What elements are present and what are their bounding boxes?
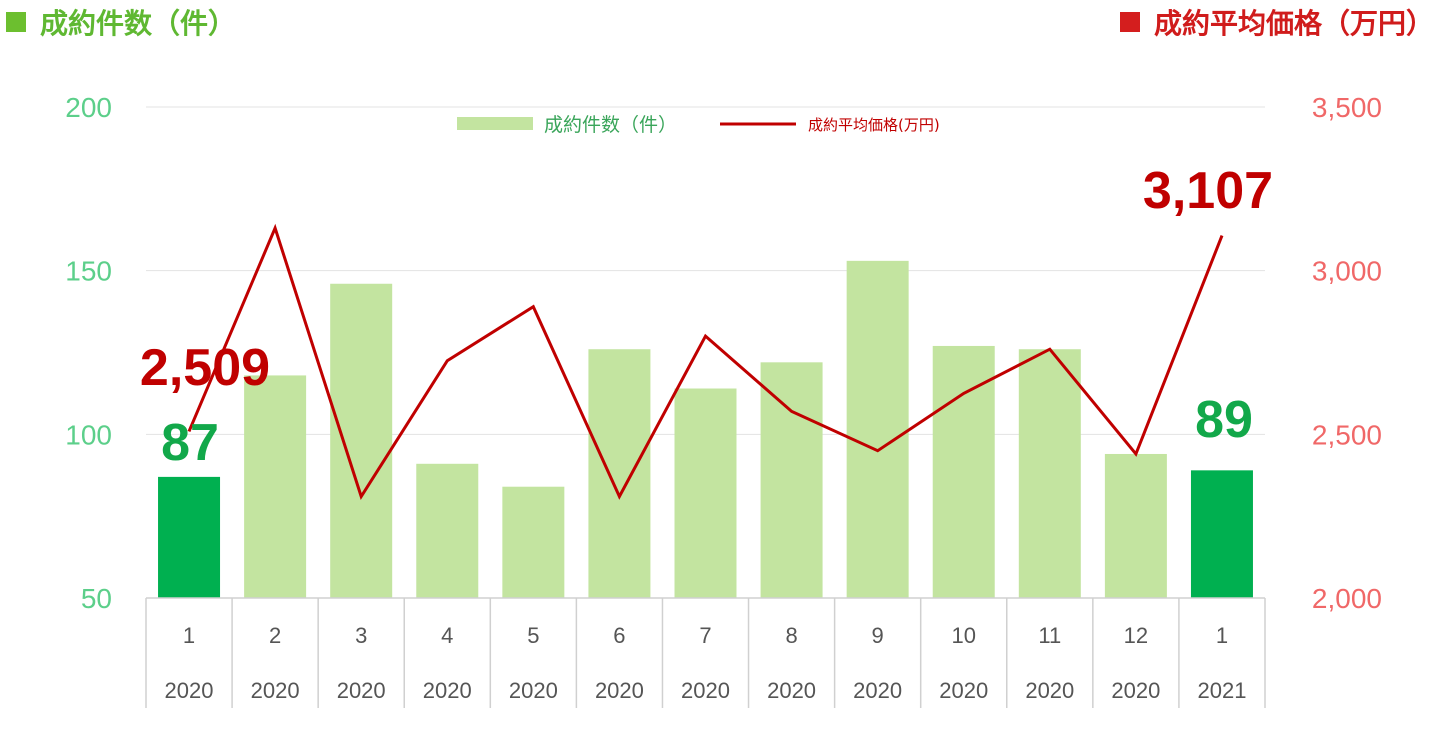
line-series (187, 223, 1224, 501)
legend-bar-label: 成約件数（件） (544, 114, 677, 136)
callout-count-first: 87 (161, 414, 219, 472)
bar (846, 260, 909, 598)
x-month-label: 8 (785, 623, 797, 648)
x-year-label: 2020 (767, 678, 816, 703)
x-axis-labels: 1 2020 2 2020 3 2020 4 2020 5 2020 6 2020 7 2020 8 2020… (165, 623, 1247, 703)
x-year-label: 2020 (681, 678, 730, 703)
x-year-label: 2021 (1197, 678, 1246, 703)
legend-line-label: 成約平均価格(万円) (808, 116, 940, 134)
x-year-label: 2020 (165, 678, 214, 703)
x-year-label: 2020 (1025, 678, 1074, 703)
x-month-label: 5 (527, 623, 539, 648)
bar (502, 486, 565, 598)
bar (760, 362, 823, 598)
left-tick-label: 150 (65, 256, 112, 287)
right-tick-label: 3,500 (1312, 92, 1382, 123)
right-tick-label: 2,000 (1312, 583, 1382, 614)
bar (416, 463, 479, 598)
axes (145, 597, 1266, 708)
x-year-label: 2020 (1111, 678, 1160, 703)
left-tick-label: 100 (65, 419, 112, 450)
callout-labels: 2,509 87 3,107 89 (140, 162, 1273, 472)
x-year-label: 2020 (853, 678, 902, 703)
bar (158, 476, 221, 598)
bar (1190, 470, 1253, 598)
x-month-label: 1 (183, 623, 195, 648)
bar (244, 375, 307, 598)
x-month-label: 3 (355, 623, 367, 648)
tick-labels: 200 150 100 50 3,500 3,000 2,500 2,000 (65, 92, 1382, 614)
x-month-label: 9 (872, 623, 884, 648)
callout-count-last: 89 (1195, 391, 1253, 449)
left-axis-title-text: 成約件数（件） (40, 7, 237, 40)
green-square-icon (6, 12, 26, 32)
x-month-label: 12 (1124, 623, 1148, 648)
legend-bar-swatch (457, 117, 533, 130)
legend: 成約件数（件） 成約平均価格(万円) (457, 114, 940, 136)
bar-series (158, 260, 1253, 598)
x-year-label: 2020 (337, 678, 386, 703)
x-month-label: 7 (699, 623, 711, 648)
x-year-label: 2020 (509, 678, 558, 703)
left-tick-label: 200 (65, 92, 112, 123)
x-month-label: 1 (1216, 623, 1228, 648)
left-axis-title: 成約件数（件） (6, 2, 236, 42)
red-square-icon (1119, 12, 1140, 32)
price-line (187, 223, 1224, 501)
callout-price-last: 3,107 (1143, 162, 1273, 220)
x-month-label: 4 (441, 623, 453, 648)
x-year-label: 2020 (939, 678, 988, 703)
x-month-label: 10 (951, 623, 975, 648)
right-axis-title-text: 成約平均価格（万円） (1153, 7, 1434, 40)
left-tick-label: 50 (81, 583, 112, 614)
right-axis-title: 成約平均価格（万円） (1119, 2, 1434, 42)
x-year-label: 2020 (251, 678, 300, 703)
gridlines (146, 106, 1265, 435)
x-month-label: 2 (269, 623, 281, 648)
bar (1018, 349, 1081, 598)
x-year-label: 2020 (595, 678, 644, 703)
x-month-label: 6 (613, 623, 625, 648)
x-month-label: 11 (1038, 623, 1061, 648)
bar (588, 349, 651, 598)
bar (674, 388, 737, 598)
right-tick-label: 3,000 (1312, 256, 1382, 287)
bar (1104, 453, 1167, 598)
callout-price-first: 2,509 (140, 339, 270, 397)
bar (932, 345, 995, 598)
right-tick-label: 2,500 (1312, 419, 1382, 450)
bar (330, 283, 393, 598)
x-year-label: 2020 (423, 678, 472, 703)
